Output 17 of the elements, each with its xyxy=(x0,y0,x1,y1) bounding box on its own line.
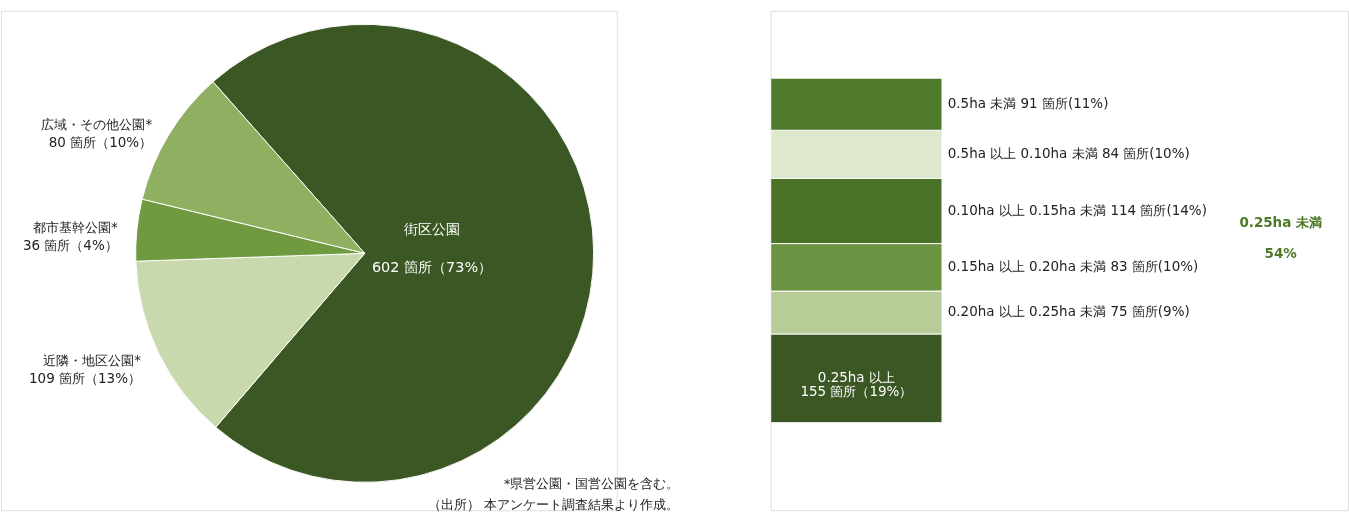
data-label: 80 箇所（10%） xyxy=(48,134,153,151)
series-label: 0.25ha 以上 xyxy=(817,369,895,386)
text: 0.10ha 以上 0.15ha 未満 114 箇所(14%) xyxy=(947,201,1207,218)
text: 0.5ha 以上 0.10ha 未満 84 箇所(10%) xyxy=(947,145,1190,162)
text: 0.5ha 未満 91 箇所(11%) xyxy=(947,95,1109,112)
text: 0.25ha 未満 54% xyxy=(1239,213,1322,261)
text: （出所） 本アンケート調査結果より作成。 xyxy=(428,497,680,513)
slice-label: 近隣・地区公園* xyxy=(43,351,142,368)
data-label: 109 箇所（13%） xyxy=(29,370,141,387)
slice-label: 広域・その他公園* xyxy=(41,115,153,132)
text: 0.15ha 以上 0.20ha 未満 83 箇所(10%) xyxy=(947,258,1199,275)
text: 0.20ha 以上 0.25ha 未満 75 箇所(9%) xyxy=(947,303,1190,320)
data-label: 602 箇所（73%） xyxy=(371,259,493,276)
data-label: 36 箇所（4%） xyxy=(22,237,118,254)
text: *県営公園・国営公園を含む。 xyxy=(504,476,680,492)
slice-label: 都市基幹公園* xyxy=(32,218,118,235)
slice-label: 街区公園 xyxy=(404,220,461,237)
